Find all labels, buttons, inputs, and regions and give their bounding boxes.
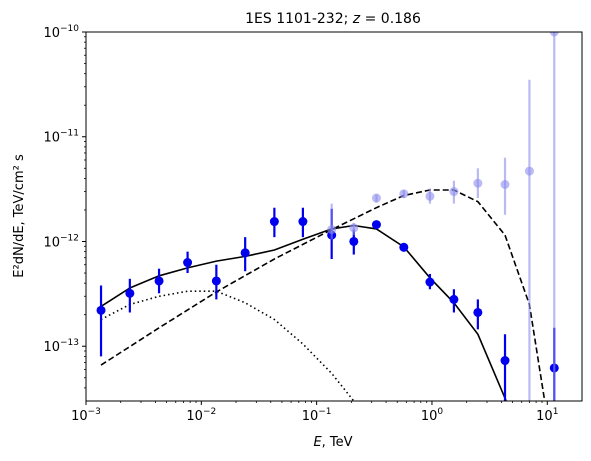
y-axis-label: E²dN/dE, TeV/cm² s	[12, 154, 27, 278]
series-layer	[96, 32, 559, 401]
plot-frame	[85, 31, 583, 402]
data-point	[125, 288, 135, 298]
series-line-dotted	[100, 290, 355, 401]
faded-data-point	[473, 178, 483, 188]
faded-data-point	[425, 191, 435, 201]
data-point	[425, 277, 435, 287]
series-line-solid	[100, 224, 507, 401]
faded-data-point	[399, 189, 409, 199]
data-point	[269, 217, 279, 227]
x-tick-label: 10−2	[186, 407, 216, 424]
data-point	[371, 220, 381, 230]
data-point	[500, 356, 510, 366]
faded-data-point	[371, 193, 381, 203]
data-point	[298, 217, 308, 227]
series-line-dashed	[100, 189, 546, 401]
faded-data-point	[549, 32, 559, 37]
faded-data-point	[524, 166, 534, 176]
data-point	[399, 242, 409, 252]
x-tick-label: 10−3	[71, 407, 101, 424]
x-axis-label: E, TeV	[313, 435, 352, 450]
chart-title: 1ES 1101-232; z = 0.186	[245, 11, 421, 27]
y-tick-label: 10−13	[43, 338, 79, 355]
ticks-layer: 10−3 10−2 10−1 100 101 10−13 10−12 10−11 10−10	[43, 24, 558, 424]
faded-data-point	[349, 223, 359, 233]
data-point	[473, 307, 483, 317]
y-tick-label: 10−10	[43, 24, 79, 41]
faded-data-point	[449, 187, 459, 197]
y-tick-label: 10−12	[43, 233, 79, 250]
data-point	[154, 276, 164, 286]
data-point	[240, 248, 250, 258]
data-point	[349, 236, 359, 246]
data-point	[96, 305, 106, 315]
x-tick-label: 101	[536, 407, 558, 424]
data-point	[449, 294, 459, 304]
data-point	[183, 258, 193, 268]
x-tick-label: 100	[421, 407, 444, 424]
faded-data-point	[327, 225, 337, 235]
x-tick-label: 10−1	[302, 407, 332, 424]
data-point	[211, 276, 221, 286]
y-tick-label: 10−11	[43, 129, 79, 146]
faded-data-point	[500, 179, 510, 189]
